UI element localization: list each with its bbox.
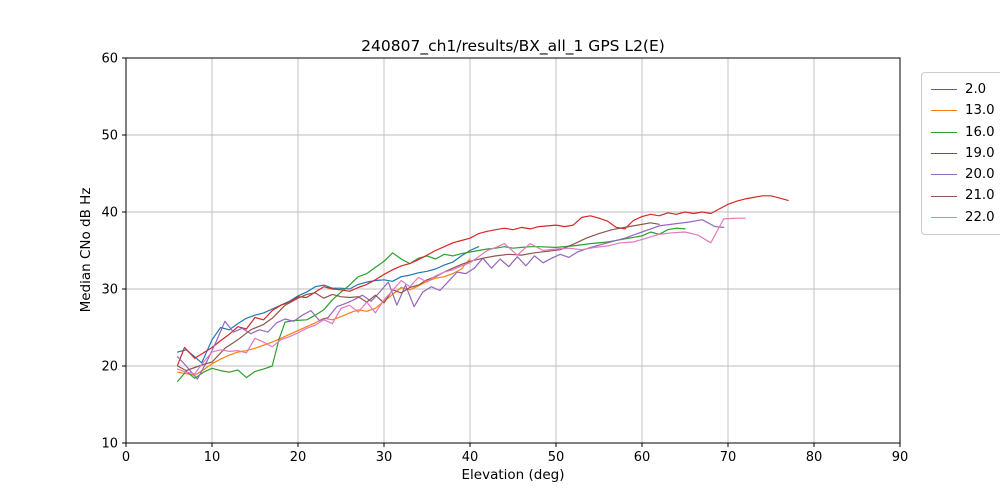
x-tick-label: 0 — [122, 450, 130, 465]
series-line-21.0 — [177, 222, 660, 372]
series-line-22.0 — [177, 217, 746, 375]
y-tick-label: 50 — [101, 129, 118, 144]
legend-line-sample — [931, 110, 957, 112]
legend-item: 20.0 — [931, 164, 995, 185]
legend-line-sample — [931, 89, 957, 91]
legend-item-label: 20.0 — [965, 167, 995, 183]
legend-item: 22.0 — [931, 207, 995, 228]
legend-item: 21.0 — [931, 185, 995, 206]
chart-title: 240807_ch1/results/BX_all_1 GPS L2(E) — [361, 37, 665, 55]
x-tick-label: 50 — [548, 450, 565, 465]
legend-line-sample — [931, 131, 957, 133]
legend: 2.0 13.0 16.0 19.0 20.0 21.0 22.0 — [921, 72, 1000, 236]
series-line-2.0 — [177, 246, 480, 364]
x-tick-label: 70 — [720, 450, 737, 465]
y-tick-label: 20 — [101, 360, 118, 375]
legend-line-sample — [931, 153, 957, 155]
y-tick-label: 30 — [101, 283, 118, 298]
legend-item-label: 19.0 — [965, 145, 995, 161]
legend-line-sample — [931, 174, 957, 176]
legend-item: 2.0 — [931, 79, 995, 100]
series-line-13.0 — [177, 258, 471, 376]
legend-line-sample — [931, 216, 957, 218]
y-tick-label: 10 — [101, 437, 118, 452]
x-tick-label: 20 — [290, 450, 307, 465]
legend-item: 16.0 — [931, 122, 995, 143]
legend-line-sample — [931, 195, 957, 197]
y-tick-label: 40 — [101, 206, 118, 221]
legend-item-label: 21.0 — [965, 188, 995, 204]
x-tick-label: 80 — [806, 450, 823, 465]
legend-item-label: 2.0 — [965, 82, 987, 97]
x-tick-label: 30 — [376, 450, 393, 465]
series-line-16.0 — [177, 227, 686, 382]
x-tick-label: 60 — [634, 450, 651, 465]
legend-item-label: 16.0 — [965, 124, 995, 140]
legend-item-label: 13.0 — [965, 103, 995, 119]
plot-border — [125, 57, 901, 444]
x-tick-label: 40 — [462, 450, 479, 465]
x-axis-label: Elevation (deg) — [461, 467, 565, 483]
y-tick-label: 60 — [101, 52, 118, 67]
legend-item-label: 22.0 — [965, 209, 995, 225]
legend-item: 19.0 — [931, 143, 995, 164]
series-line-19.0 — [177, 195, 789, 366]
legend-item: 13.0 — [931, 100, 995, 121]
x-tick-label: 10 — [204, 450, 221, 465]
y-axis-label: Median CNo dB Hz — [78, 187, 94, 313]
x-tick-label: 90 — [892, 450, 909, 465]
